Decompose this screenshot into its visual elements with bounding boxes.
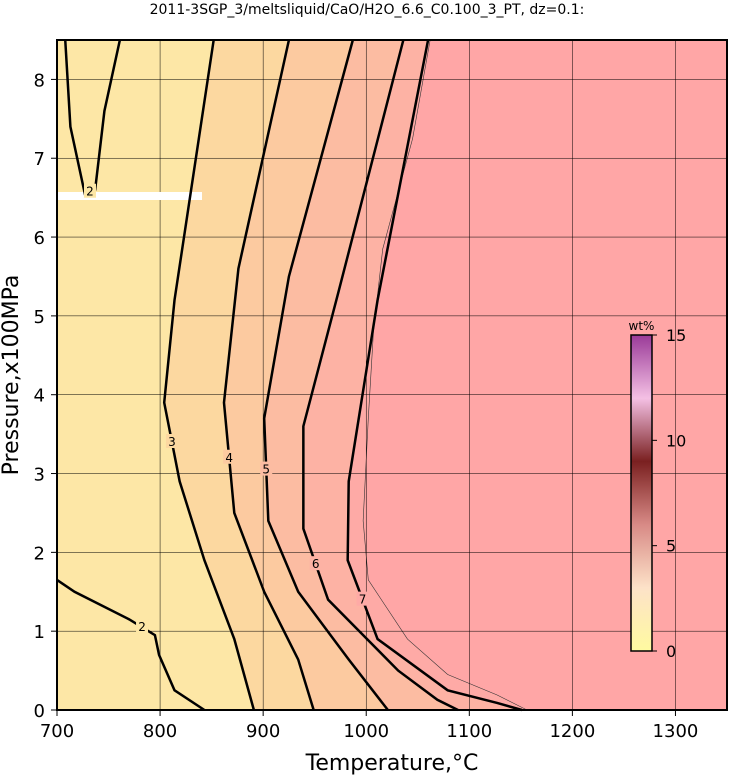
plot-frame <box>56 39 728 711</box>
colorbar-label: wt% <box>629 319 655 333</box>
x-tick-label: 1300 <box>653 721 699 742</box>
marker-bar <box>57 192 202 200</box>
contour-label: 2 <box>86 185 94 199</box>
contour-label: 6 <box>312 557 320 571</box>
y-tick-label: 6 <box>34 228 45 249</box>
x-tick-label: 1000 <box>343 721 389 742</box>
y-tick-label: 0 <box>34 701 45 722</box>
colorbar-tick-label: 15 <box>666 326 686 345</box>
x-tick-label: 700 <box>40 721 74 742</box>
colorbar <box>630 334 653 652</box>
y-tick-label: 7 <box>34 149 45 170</box>
colorbar-tick-label: 10 <box>666 431 686 450</box>
y-tick-label: 1 <box>34 622 45 643</box>
contour-label: 5 <box>262 463 270 477</box>
contour-line <box>262 39 389 711</box>
contour-line <box>162 39 256 711</box>
contour-label-bg <box>136 619 149 634</box>
y-tick-label: 4 <box>34 386 45 407</box>
colorbar-tick-label: 0 <box>666 642 676 661</box>
contour-label: 4 <box>225 451 233 465</box>
contour-label-bg <box>356 591 369 606</box>
x-tick-label: 1200 <box>549 721 595 742</box>
y-axis-label: Pressure,x100MPa <box>0 275 24 476</box>
contour-label-bg <box>260 461 273 476</box>
contour-label-bg <box>165 434 178 448</box>
contour-label: 7 <box>359 593 367 607</box>
chart-title: 2011-3SGP_3/meltsliquid/CaO/H2O_6.6_C0.1… <box>150 2 585 18</box>
contour-label-bg <box>309 556 322 571</box>
y-tick-label: 2 <box>34 543 45 564</box>
contour-label-bg <box>83 183 96 198</box>
x-tick-label: 900 <box>246 721 280 742</box>
contour-line <box>56 578 206 712</box>
contour-label: 2 <box>138 620 146 634</box>
x-axis-label: Temperature,°C <box>305 751 479 776</box>
contour-label: 3 <box>168 435 176 449</box>
x-tick-label: 1100 <box>446 721 492 742</box>
contour-label-bg <box>223 449 236 464</box>
y-tick-label: 5 <box>34 307 45 328</box>
y-tick-label: 8 <box>34 70 45 91</box>
colorbar-tick-label: 5 <box>666 537 676 556</box>
x-tick-label: 800 <box>143 721 177 742</box>
y-tick-label: 3 <box>34 465 45 486</box>
melt-region <box>362 39 728 711</box>
contour-line <box>222 39 315 711</box>
